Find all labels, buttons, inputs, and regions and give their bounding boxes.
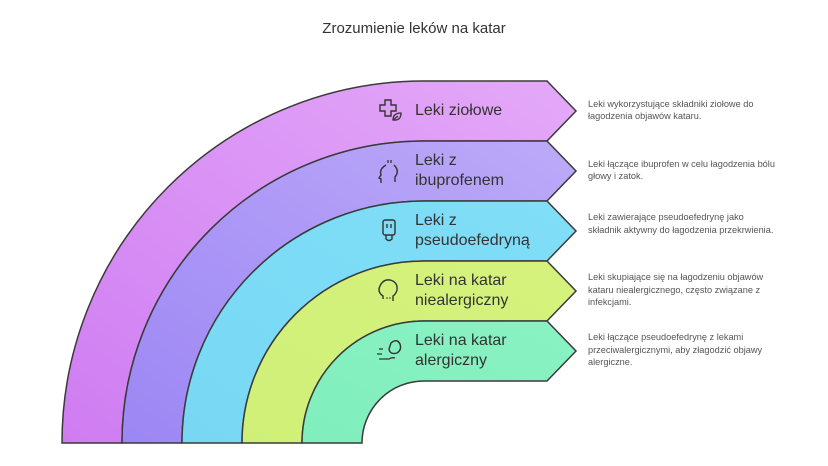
- band-label-line1: Leki na katar: [415, 332, 507, 349]
- sneezing-head-icon: [378, 279, 398, 301]
- band-label-line1: Leki na katar: [415, 272, 507, 289]
- diagram-title: Zrozumienie leków na katar: [322, 20, 506, 37]
- band-label: Leki na katar niealergiczny: [415, 271, 550, 311]
- band-label: Leki na katar alergiczny: [415, 331, 550, 371]
- band-label-line2: ibuprofenem: [415, 172, 504, 189]
- band-label-line1: Leki z: [415, 152, 457, 169]
- band-description: Leki łączące pseudoefedrynę z lekami prz…: [588, 332, 763, 368]
- band-5: [301, 320, 578, 444]
- band-label: Leki z ibuprofenem: [415, 151, 550, 191]
- headache-head-icon: [377, 160, 398, 183]
- herbal-cross-leaf-icon: [379, 99, 402, 121]
- band-description: Leki skupiające się na łagodzeniu objawó…: [588, 272, 764, 308]
- band-description: Leki zawierające pseudoefedrynę jako skł…: [588, 212, 774, 235]
- band-label-line1: Leki z: [415, 212, 457, 229]
- band-label-line2: pseudoefedryną: [415, 232, 530, 249]
- band-description: Leki wykorzystujące składniki ziołowe do…: [588, 98, 754, 122]
- allergy-peanut-icon: [377, 340, 402, 360]
- band-label: Leki z pseudoefedryną: [415, 211, 550, 251]
- band-label: Leki ziołowe: [415, 101, 550, 121]
- band-label-line2: alergiczny: [415, 352, 488, 369]
- band-label-line1: Leki ziołowe: [415, 102, 503, 119]
- band-label-line2: niealergiczny: [415, 292, 509, 309]
- band-description: Leki łączące ibuprofen w celu łagodzenia…: [588, 158, 775, 182]
- nasal-inhaler-icon: [382, 219, 396, 242]
